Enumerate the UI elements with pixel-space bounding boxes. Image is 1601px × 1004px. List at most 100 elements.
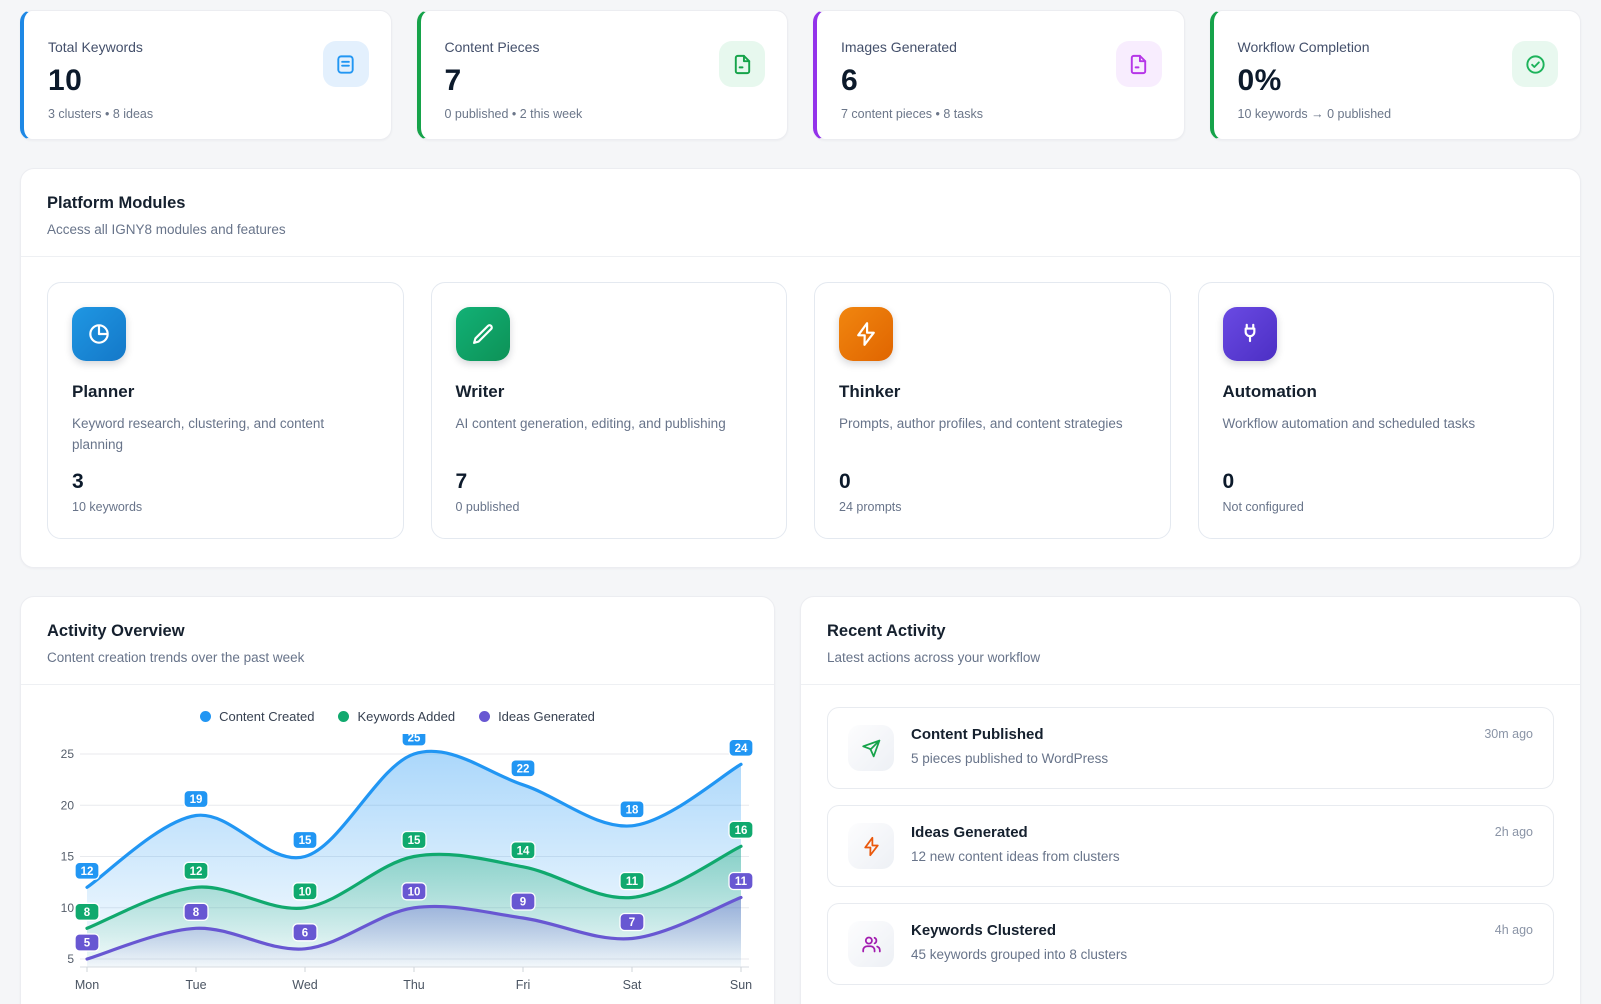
legend-label: Ideas Generated bbox=[498, 709, 595, 724]
svg-text:5: 5 bbox=[67, 952, 74, 966]
svg-text:15: 15 bbox=[299, 835, 312, 847]
module-count: 0 bbox=[1222, 470, 1235, 493]
module-card-writer[interactable]: Writer AI content generation, editing, a… bbox=[430, 282, 787, 539]
activity-item-title: Content Published bbox=[911, 726, 1044, 743]
svg-text:19: 19 bbox=[190, 794, 203, 806]
activity-chart-area: Content Created Keywords Added Ideas Gener… bbox=[21, 685, 774, 999]
platform-modules-header: Platform Modules Access all IGNY8 module… bbox=[21, 169, 1580, 257]
module-description: AI content generation, editing, and publ… bbox=[455, 416, 726, 431]
module-count: 3 bbox=[72, 470, 84, 493]
activity-item-timestamp: 4h ago bbox=[1494, 923, 1533, 937]
recent-activity-list: Content Published 5 pieces published to … bbox=[801, 685, 1580, 1004]
module-count-label: Not configured bbox=[1222, 500, 1304, 514]
stat-card-workflow-completion[interactable]: Workflow Completion 0% 10 keywords → 0 p… bbox=[1209, 10, 1581, 140]
activity-overview-header: Activity Overview Content creation trend… bbox=[21, 597, 774, 685]
activity-item-description: 12 new content ideas from clusters bbox=[911, 849, 1120, 864]
module-card-automation[interactable]: Automation Workflow automation and sched… bbox=[1197, 282, 1554, 539]
section-title: Platform Modules bbox=[47, 194, 186, 212]
stat-subtext: 7 content pieces • 8 tasks bbox=[841, 107, 983, 121]
activity-area-chart[interactable]: 5 10 15 20 25 Mon Tue Wed Thu Fri Sat Sun 12 19 15 25 22… bbox=[41, 734, 756, 999]
zap-icon bbox=[848, 823, 894, 869]
svg-text:14: 14 bbox=[517, 845, 530, 857]
legend-label: Content Created bbox=[219, 709, 315, 724]
activity-item-content-published[interactable]: Content Published 5 pieces published to … bbox=[827, 707, 1554, 789]
svg-text:18: 18 bbox=[626, 804, 639, 816]
activity-item-body: Content Published 5 pieces published to … bbox=[911, 725, 1108, 766]
svg-text:25: 25 bbox=[408, 734, 421, 745]
svg-text:Wed: Wed bbox=[292, 978, 318, 992]
svg-text:9: 9 bbox=[520, 897, 526, 909]
legend-item[interactable]: Keywords Added bbox=[338, 709, 455, 724]
section-subtitle: Access all IGNY8 modules and features bbox=[47, 222, 286, 237]
stat-value: 6 bbox=[841, 64, 859, 97]
stat-value: 0% bbox=[1237, 64, 1282, 97]
svg-text:24: 24 bbox=[735, 743, 748, 755]
svg-text:12: 12 bbox=[81, 866, 94, 878]
module-name: Automation bbox=[1222, 382, 1317, 401]
module-description: Prompts, author profiles, and content st… bbox=[839, 416, 1123, 431]
svg-text:10: 10 bbox=[408, 886, 421, 898]
legend-item[interactable]: Ideas Generated bbox=[479, 709, 595, 724]
svg-text:5: 5 bbox=[84, 938, 91, 950]
platform-modules-panel: Platform Modules Access all IGNY8 module… bbox=[20, 168, 1581, 568]
section-title: Recent Activity bbox=[827, 622, 946, 640]
section-subtitle: Content creation trends over the past we… bbox=[47, 650, 305, 665]
svg-text:10: 10 bbox=[299, 886, 312, 898]
modules-grid: Planner Keyword research, clustering, an… bbox=[21, 257, 1580, 567]
section-title: Activity Overview bbox=[47, 622, 185, 640]
legend-item[interactable]: Content Created bbox=[200, 709, 314, 724]
legend-label: Keywords Added bbox=[357, 709, 456, 724]
activity-item-keywords-clustered[interactable]: Keywords Clustered 45 keywords grouped i… bbox=[827, 903, 1554, 985]
svg-text:8: 8 bbox=[84, 907, 91, 919]
module-card-thinker[interactable]: Thinker Prompts, author profiles, and co… bbox=[814, 282, 1171, 539]
module-count-label: 0 published bbox=[455, 500, 520, 514]
svg-text:Sat: Sat bbox=[623, 978, 642, 992]
svg-text:16: 16 bbox=[735, 825, 748, 837]
stat-subtext: 0 published • 2 this week bbox=[444, 107, 583, 121]
stat-title: Images Generated bbox=[841, 39, 957, 55]
stat-card-content-pieces[interactable]: Content Pieces 7 0 published • 2 this we… bbox=[416, 10, 788, 140]
svg-text:Thu: Thu bbox=[403, 978, 425, 992]
svg-text:7: 7 bbox=[629, 917, 635, 929]
plug-icon bbox=[1222, 307, 1277, 361]
stat-subtext: 10 keywords → 0 published bbox=[1237, 107, 1392, 121]
module-count: 7 bbox=[455, 470, 468, 493]
zap-icon bbox=[839, 307, 893, 361]
activity-overview-panel: Activity Overview Content creation trend… bbox=[20, 596, 775, 1004]
file-icon bbox=[1115, 41, 1162, 87]
activity-item-description: 45 keywords grouped into 8 clusters bbox=[911, 947, 1128, 962]
svg-text:20: 20 bbox=[61, 798, 75, 812]
activity-item-timestamp: 2h ago bbox=[1494, 825, 1533, 839]
svg-text:Fri: Fri bbox=[516, 978, 531, 992]
stat-title: Workflow Completion bbox=[1237, 39, 1370, 55]
module-count-label: 10 keywords bbox=[72, 500, 143, 514]
svg-text:10: 10 bbox=[61, 901, 75, 915]
stat-value: 7 bbox=[444, 64, 462, 97]
svg-text:Tue: Tue bbox=[185, 978, 206, 992]
chart-legend: Content Created Keywords Added Ideas Gener… bbox=[41, 709, 754, 724]
module-count-label: 24 prompts bbox=[839, 500, 902, 514]
legend-dot bbox=[338, 711, 350, 722]
module-name: Thinker bbox=[839, 382, 901, 401]
recent-activity-header: Recent Activity Latest actions across yo… bbox=[801, 597, 1580, 685]
module-description: Workflow automation and scheduled tasks bbox=[1222, 416, 1476, 431]
svg-text:15: 15 bbox=[408, 835, 421, 847]
stat-title: Content Pieces bbox=[444, 39, 540, 55]
pencil-icon bbox=[455, 307, 510, 361]
stat-subtext: 3 clusters • 8 ideas bbox=[48, 107, 154, 121]
activity-item-title: Keywords Clustered bbox=[911, 922, 1057, 939]
svg-text:11: 11 bbox=[626, 876, 639, 888]
stat-card-total-keywords[interactable]: Total Keywords 10 3 clusters • 8 ideas bbox=[20, 10, 392, 140]
stat-card-images-generated[interactable]: Images Generated 6 7 content pieces • 8 … bbox=[813, 10, 1185, 140]
svg-text:6: 6 bbox=[302, 927, 308, 939]
legend-dot bbox=[479, 711, 491, 722]
file-icon bbox=[719, 41, 765, 87]
module-name: Writer bbox=[455, 382, 505, 401]
module-card-planner[interactable]: Planner Keyword research, clustering, an… bbox=[47, 282, 404, 539]
section-subtitle: Latest actions across your workflow bbox=[827, 650, 1041, 665]
svg-text:22: 22 bbox=[517, 763, 530, 775]
activity-item-ideas-generated[interactable]: Ideas Generated 12 new content ideas fro… bbox=[827, 805, 1554, 887]
activity-item-title: Ideas Generated bbox=[911, 824, 1028, 841]
svg-text:8: 8 bbox=[193, 907, 200, 919]
stat-title: Total Keywords bbox=[48, 39, 143, 55]
